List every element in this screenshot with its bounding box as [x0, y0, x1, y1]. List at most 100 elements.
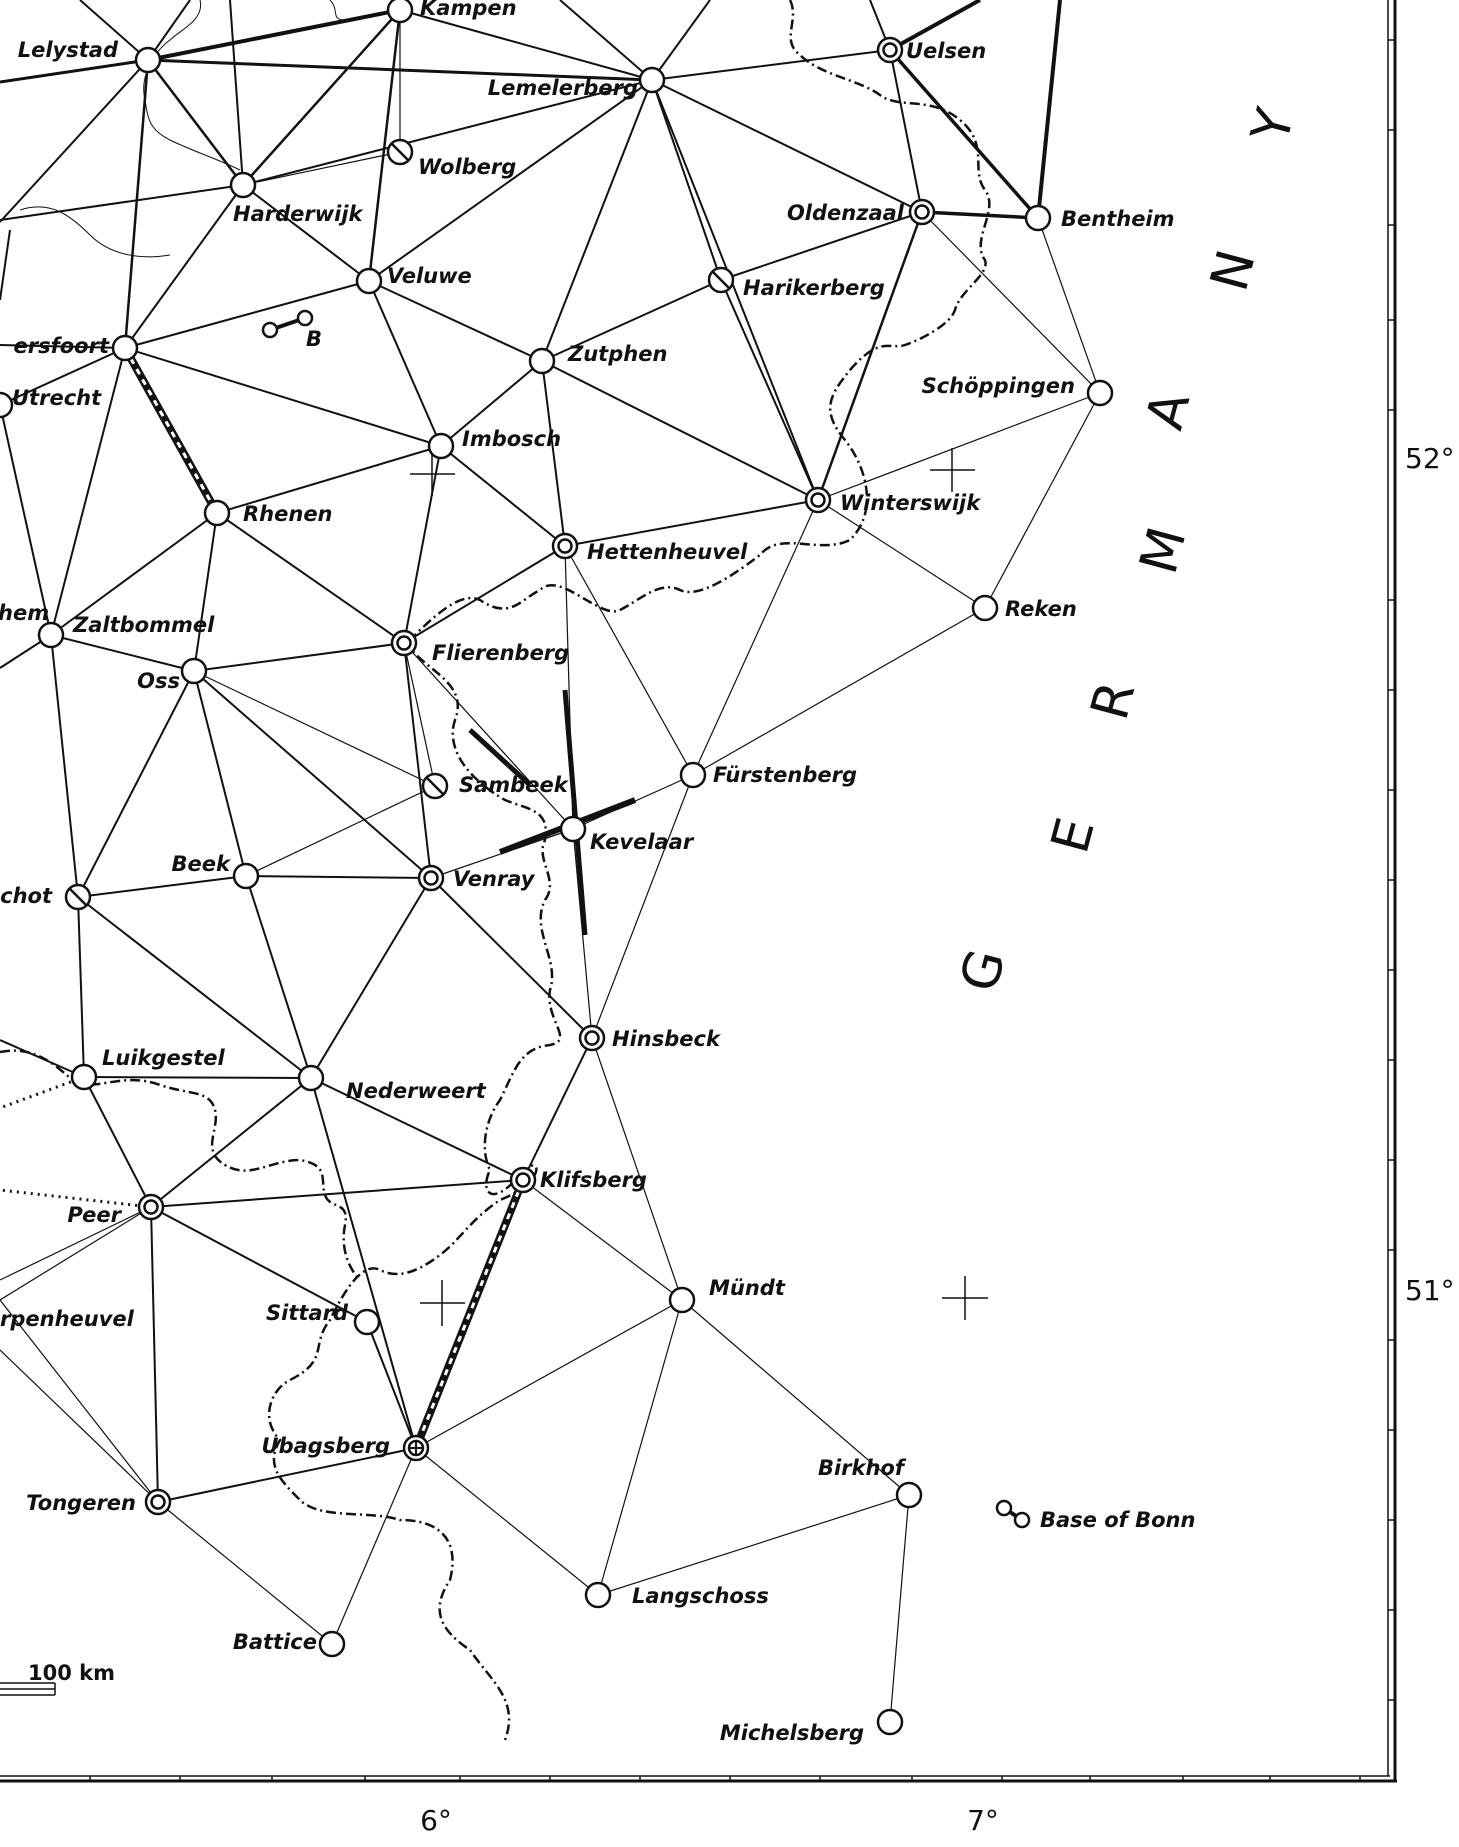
link-tongeren-battice	[157, 1501, 333, 1645]
station-labels: Kampen Lelystad Uelsen Lemelerberg Wolberg Ha…	[0, 0, 1175, 1745]
link-veluwe-zutphen	[368, 280, 543, 362]
station-furstenberg	[679, 761, 707, 789]
link-offframe-2	[79, 0, 149, 61]
link-bentheim-schoppingen	[1037, 217, 1101, 394]
station-amersfoort	[111, 334, 139, 362]
link-tongeren-scherpenheuvel	[0, 1299, 159, 1503]
link-base-inner-1	[414, 1179, 525, 1449]
link-lelystad-harderwijk	[147, 59, 244, 186]
station-label-ubagsberg: Ubagsberg	[262, 1434, 390, 1458]
station-label-bentheim: Bentheim	[1061, 207, 1175, 231]
station-label-hettenheuvel: Hettenheuvel	[587, 540, 748, 564]
link-hettenheuvel-flierenberg	[403, 545, 566, 644]
link-luikgestel-peer	[83, 1076, 152, 1208]
station-veluwe	[355, 267, 383, 295]
country-letter-0: G	[949, 943, 1017, 997]
latitude-label-51: 51°	[1405, 1274, 1455, 1307]
link-oss-oirschot	[77, 670, 195, 898]
station-tongeren	[144, 1488, 172, 1516]
link-beek-venray	[245, 875, 432, 879]
longitude-label-7: 7°	[967, 1804, 999, 1837]
link-lemelerberg-uelsen	[651, 49, 891, 81]
station-oirschot	[64, 883, 92, 911]
station-label-nijmegen: hem	[0, 601, 49, 625]
link-amersfoort-imbosch	[124, 347, 442, 447]
link-mundt-langschoss	[597, 1299, 683, 1596]
station-hinsbeck	[578, 1024, 606, 1052]
link-lemelerberg-oldenzaal	[651, 79, 923, 213]
station-label-kevelaar: Kevelaar	[590, 830, 695, 854]
link-lelystad-kampen	[147, 8, 401, 62]
link-zaltbommel-oss	[50, 634, 195, 672]
station-zaltbommel	[37, 621, 65, 649]
station-label-sambeek: Sambeek	[459, 773, 570, 797]
link-offframe-15	[0, 1349, 159, 1503]
link-lelystad-amersfoort	[123, 59, 150, 349]
country-letter-4: A	[1135, 385, 1202, 435]
link-zutphen-imbosch	[440, 360, 543, 447]
station-label-lemelerberg: Lemelerberg	[488, 76, 638, 100]
link-peer-sittard	[150, 1206, 368, 1323]
link-uelsen-oldenzaal	[889, 49, 923, 213]
link-imbosch-flierenberg	[403, 445, 442, 644]
country-letter-1: E	[1040, 812, 1106, 859]
link-imbosch-rhenen	[216, 445, 442, 514]
station-label-klifsberg: Klifsberg	[540, 1168, 647, 1192]
link-peer-tongeren	[150, 1206, 159, 1503]
station-label-wolberg: Wolberg	[418, 155, 516, 179]
station-label-schoppingen: Schöppingen	[922, 374, 1075, 398]
link-beek-sambeek	[245, 785, 436, 877]
kevelaar-cross-2	[468, 728, 532, 787]
station-zutphen	[528, 347, 556, 375]
link-venray-nederweert	[310, 877, 432, 1079]
station-michelsberg	[876, 1708, 904, 1736]
station-label-oldenzaal: Oldenzaal	[787, 201, 905, 225]
scale-label: 100 km	[28, 1661, 115, 1685]
station-rhenen	[203, 499, 231, 527]
station-label-sittard: Sittard	[266, 1301, 349, 1325]
station-uelsen	[876, 36, 904, 64]
link-hinsbeck-klifsberg	[522, 1037, 593, 1181]
link-lemelerberg-winterswijk	[651, 79, 819, 501]
triangulation-links	[0, 0, 1101, 1723]
link-imbosch-hettenheuvel	[440, 445, 566, 547]
link-amersfoort-zaltbommel	[50, 347, 126, 636]
station-label-langschoss: Langschoss	[632, 1584, 769, 1608]
station-wolberg	[386, 138, 414, 166]
link-nederweert-klifsberg	[310, 1077, 524, 1181]
link-offframe-9	[1036, 0, 1062, 219]
station-birkhof	[895, 1481, 923, 1509]
link-rhenen-oss	[193, 512, 218, 672]
station-klifsberg	[509, 1166, 537, 1194]
station-oldenzaal	[908, 198, 936, 226]
link-veluwe-imbosch	[368, 280, 442, 447]
link-oss-beek	[193, 670, 247, 877]
link-kampen-harderwijk	[242, 9, 401, 186]
link-flierenberg-venray	[403, 642, 432, 879]
link-oirschot-luikgestel	[77, 896, 85, 1078]
base-bonn-symbol	[995, 1499, 1031, 1529]
link-offframe-8	[889, 0, 981, 52]
link-kampen-veluwe	[367, 9, 402, 282]
station-label-kampen: Kampen	[420, 0, 517, 20]
link-dotted-1	[0, 1188, 152, 1209]
country-letter-5: N	[1200, 244, 1268, 297]
link-venray-hinsbeck	[430, 877, 593, 1039]
station-lelystad	[134, 46, 162, 74]
station-label-lelystad: Lelystad	[18, 38, 119, 62]
link-zutphen-winterswijk	[541, 360, 819, 501]
station-bentheim	[1024, 204, 1052, 232]
station-label-furstenberg: Fürstenberg	[713, 763, 857, 787]
station-schoppingen	[1086, 379, 1114, 407]
station-label-michelsberg: Michelsberg	[720, 1721, 864, 1745]
link-flierenberg-sambeek	[403, 642, 436, 787]
link-base-inner-0	[123, 347, 219, 514]
link-offframe-6	[0, 344, 126, 349]
link-harikerberg-zutphen	[541, 279, 722, 362]
link-offframe-1	[0, 59, 149, 223]
link-furstenberg-reken	[692, 607, 986, 776]
link-lemelerberg-veluwe	[368, 79, 653, 282]
station-label-zaltbommel: Zaltbommel	[72, 613, 215, 637]
latitude-label-52: 52°	[1405, 442, 1455, 475]
station-langschoss	[584, 1581, 612, 1609]
